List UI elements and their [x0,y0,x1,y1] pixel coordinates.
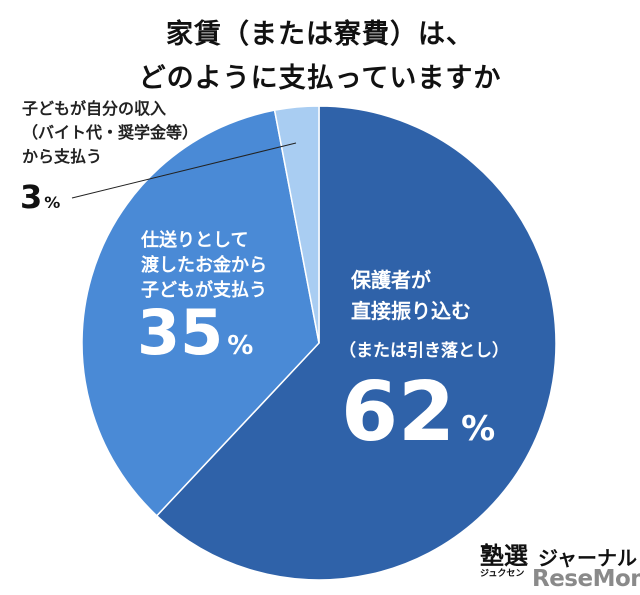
logo-small: ジュクセン [480,569,525,579]
resemom-watermark: ReseMom [532,566,640,592]
pie-slice-allowance [81,109,320,517]
chart-title-line2: どのように支払っていますか [138,63,502,94]
chart-title-line1: 家賃（または寮費）は、 [166,19,474,50]
publisher-logo: 塾選 ジャーナル ジュクセン ReseMom [480,536,640,595]
slice-value-guardian-transfer: 62% [341,365,496,460]
slice-sublabel-guardian-transfer: （または引き落とし） [339,341,509,361]
leader-line [71,142,297,199]
slice-value-allowance: 35% [137,296,254,369]
slice-label-self-income: 子どもが自分の収入 （バイト代・奨学金等） から支払う [22,99,199,166]
slice-value-self-income: 3% [20,178,61,216]
logo-kanji: 塾選 [480,542,528,570]
pie-slice-guardian-transfer [155,105,557,581]
pie-slice-self-income [273,105,320,344]
slice-label-allowance: 仕送りとして 渡したお金から 子どもが支払う [141,230,267,301]
slice-label-guardian-transfer: 保護者が 直接振り込む [351,268,471,323]
logo-kana: ジャーナル [538,546,637,570]
